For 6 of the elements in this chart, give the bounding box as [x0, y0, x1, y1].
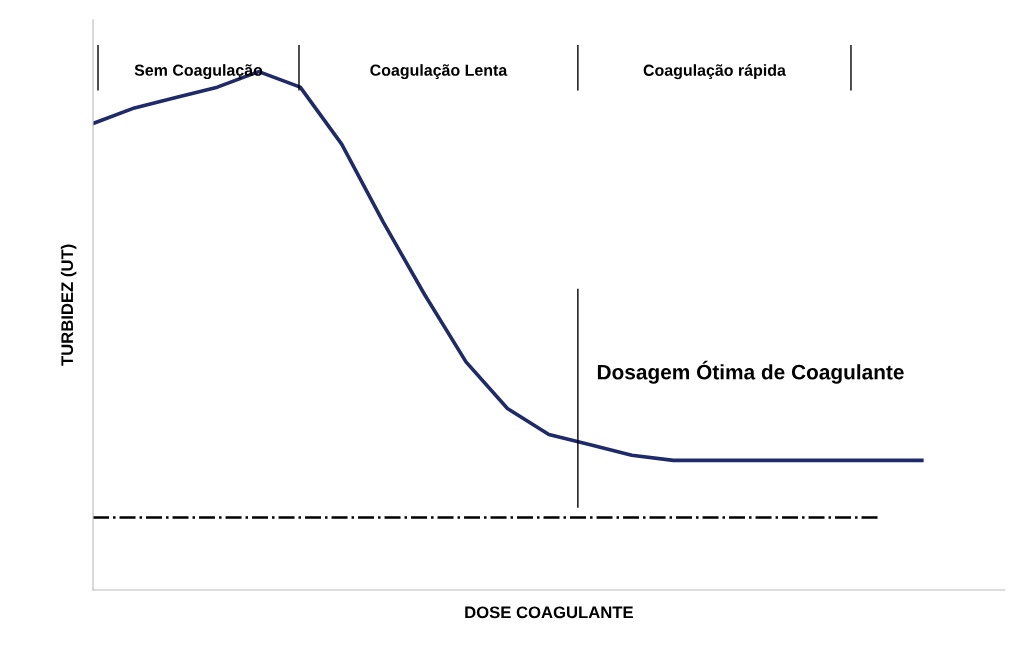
- x-axis-title: DOSE COAGULANTE: [465, 606, 633, 619]
- annotation: Sem Coagulação: [134, 64, 263, 80]
- y-axis-title: TURBIDEZ (UT): [60, 244, 77, 366]
- annotation: Coagulação Lenta: [370, 64, 508, 80]
- annotation: Coagulação rápida: [643, 64, 786, 80]
- annotation: Dosagem Ótima de Coagulante: [597, 360, 904, 384]
